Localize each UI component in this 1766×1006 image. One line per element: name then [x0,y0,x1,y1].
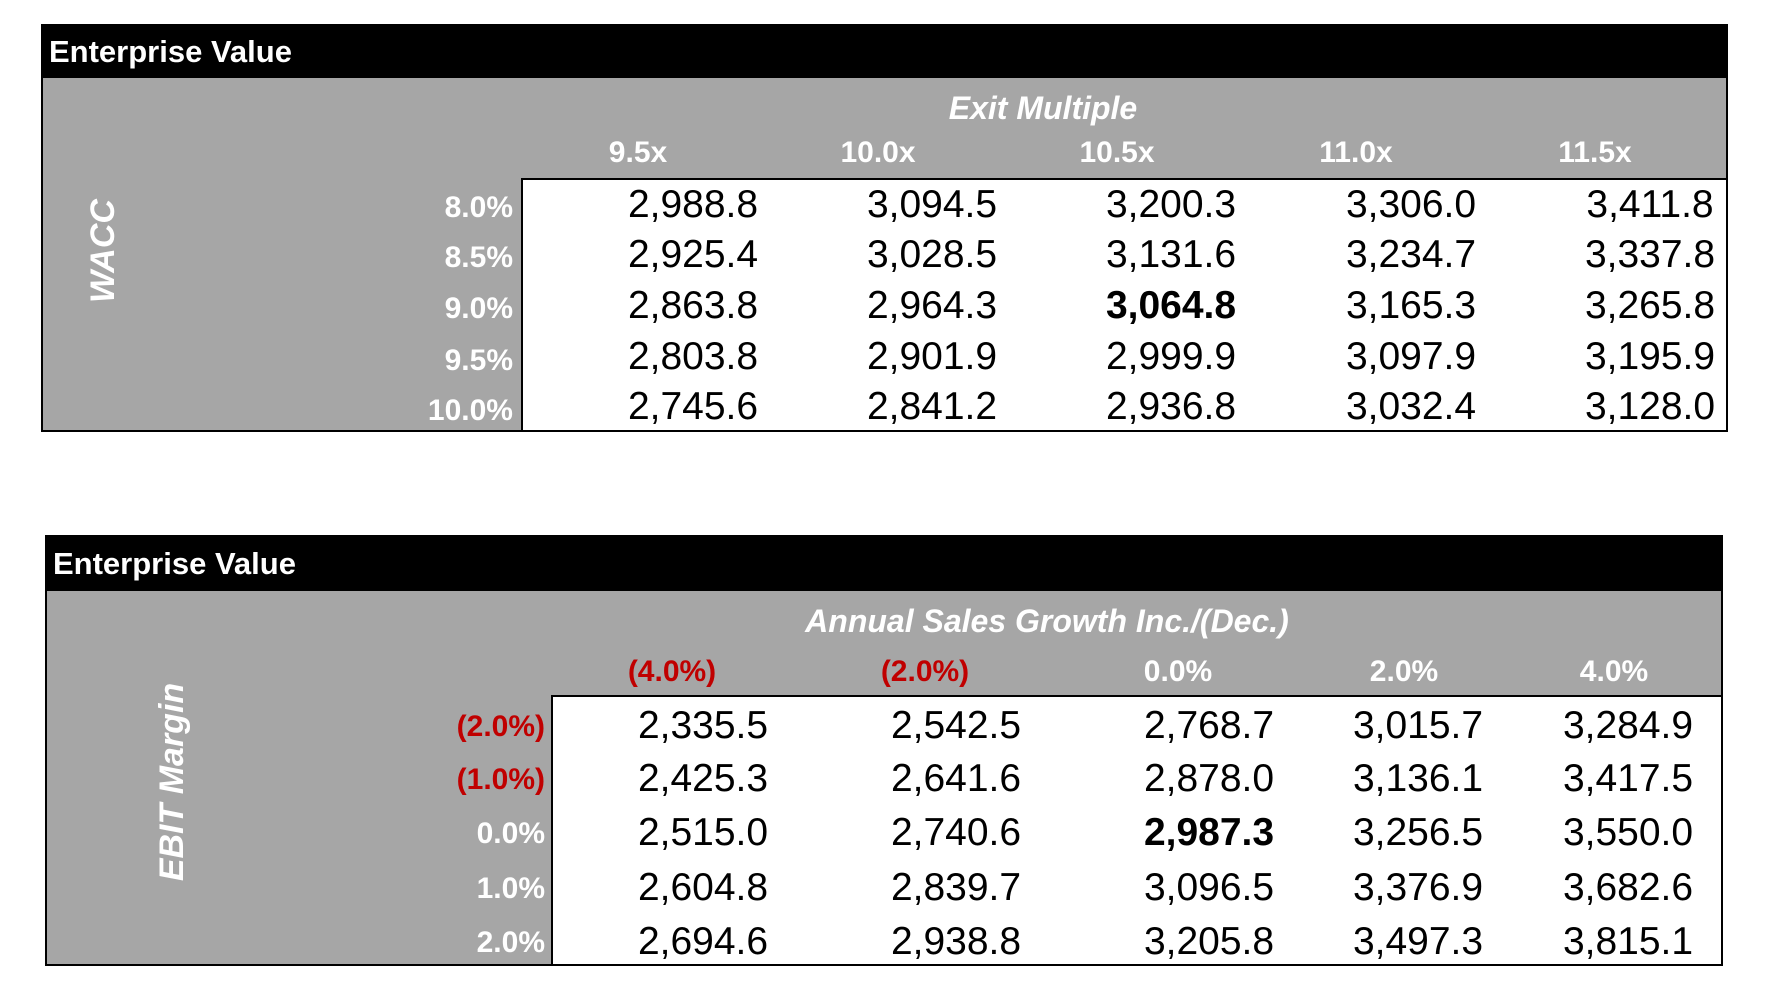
value-cell: 3,136.1 [1352,757,1484,800]
value-cell: 3,265.8 [1584,284,1716,327]
value-cell: 3,256.5 [1352,811,1484,854]
value-cell: 3,815.1 [1562,920,1694,963]
value-cell: 3,376.9 [1352,866,1484,909]
value-cell: 2,803.8 [627,335,759,378]
base-case-cell: 2,987.3 [1143,811,1275,854]
row-header: 1.0% [476,872,545,905]
base-case-cell: 3,064.8 [1105,284,1237,327]
column-header: 2.0% [1369,655,1439,688]
row-header: 8.0% [444,191,513,224]
values-grid: 2,335.5 2,542.5 2,768.7 3,015.7 3,284.9 … [551,695,1723,966]
enterprise-value-table-wacc: Enterprise Value Exit Multiple WACC 9.5x… [41,24,1728,432]
value-cell: 2,542.5 [890,704,1022,747]
row-header: 8.5% [444,241,513,274]
value-cell: 2,694.6 [637,920,769,963]
value-cell: 3,417.5 [1562,757,1694,800]
value-cell: 2,964.3 [866,284,998,327]
row-header: 9.5% [444,344,513,377]
value-cell: 3,205.8 [1143,920,1275,963]
column-axis-title: Annual Sales Growth Inc./(Dec.) [805,603,1289,639]
column-header: 0.0% [1143,655,1213,688]
row-header: 2.0% [476,926,545,959]
value-cell: 2,425.3 [637,757,769,800]
value-cell: 3,028.5 [866,233,998,276]
table-title: Enterprise Value [43,26,1726,78]
value-cell: 2,604.8 [637,866,769,909]
value-cell: 3,200.3 [1105,183,1237,226]
value-cell: 2,878.0 [1143,757,1275,800]
row-header: 10.0% [427,394,513,427]
value-cell: 3,165.3 [1345,284,1477,327]
column-header: 9.5x [608,136,668,169]
row-header: 0.0% [476,817,545,850]
value-cell: 3,131.6 [1105,233,1237,276]
value-cell: 3,306.0 [1345,183,1477,226]
table-title: Enterprise Value [47,537,1721,591]
value-cell: 2,863.8 [627,284,759,327]
value-cell: 2,768.7 [1143,704,1275,747]
row-axis-title: WACC [84,199,122,303]
row-header: 9.0% [444,292,513,325]
column-axis-title: Exit Multiple [948,90,1138,126]
value-cell: 2,641.6 [890,757,1022,800]
value-cell: 3,015.7 [1352,704,1484,747]
value-cell: 3,128.0 [1584,385,1716,428]
value-cell: 2,839.7 [890,866,1022,909]
values-grid: 2,988.8 3,094.5 3,200.3 3,306.0 3,411.8 … [521,178,1728,432]
value-cell: 2,740.6 [890,811,1022,854]
column-header: 11.0x [1319,136,1393,169]
value-cell: 3,234.7 [1345,233,1477,276]
column-header: 10.0x [840,136,916,169]
value-cell: 3,682.6 [1562,866,1694,909]
value-cell: 2,335.5 [637,704,769,747]
value-cell: 2,925.4 [627,233,759,276]
column-header: 4.0% [1579,655,1649,688]
value-cell: 3,550.0 [1562,811,1694,854]
value-cell: 2,938.8 [890,920,1022,963]
row-axis-title: EBIT Margin [153,682,191,882]
column-header: 10.5x [1079,136,1155,169]
enterprise-value-table-ebit: Enterprise Value Annual Sales Growth Inc… [45,535,1723,966]
row-header: (1.0%) [456,763,545,796]
value-cell: 3,195.9 [1584,335,1716,378]
value-cell: 3,097.9 [1345,335,1477,378]
row-header: (2.0%) [456,710,545,743]
value-cell: 3,337.8 [1584,233,1716,276]
value-cell: 2,936.8 [1105,385,1237,428]
value-cell: 3,032.4 [1345,385,1477,428]
value-cell: 2,745.6 [627,385,759,428]
value-cell: 3,284.9 [1562,704,1694,747]
value-cell: 3,411.8 [1586,183,1714,226]
value-cell: 2,999.9 [1105,335,1237,378]
column-header: (4.0%) [627,655,717,688]
column-header: (2.0%) [880,655,970,688]
value-cell: 3,094.5 [866,183,998,226]
value-cell: 3,497.3 [1352,920,1484,963]
column-header: 11.5x [1558,136,1632,169]
value-cell: 2,841.2 [866,385,998,428]
value-cell: 3,096.5 [1143,866,1275,909]
value-cell: 2,515.0 [637,811,769,854]
value-cell: 2,988.8 [627,183,759,226]
value-cell: 2,901.9 [866,335,998,378]
